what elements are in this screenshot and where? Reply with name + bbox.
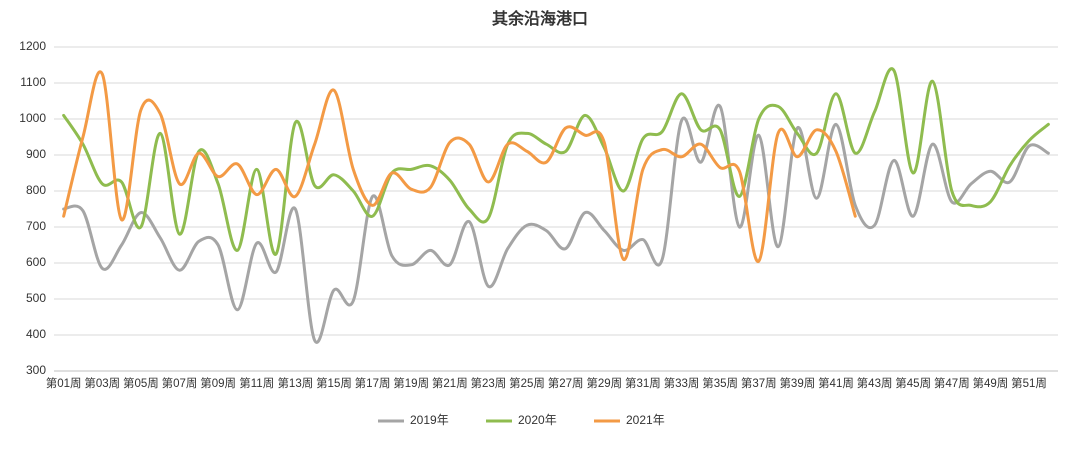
- x-tick-label: 第25周: [509, 376, 545, 390]
- chart-title: 其余沿海港口: [492, 9, 588, 28]
- x-tick-label: 第05周: [123, 376, 159, 390]
- y-tick-label: 400: [26, 327, 46, 341]
- series-line: [62, 67, 1050, 256]
- y-tick-label: 700: [26, 219, 46, 233]
- legend-label: 2021年: [626, 413, 665, 427]
- x-tick-label: 第11周: [239, 376, 274, 390]
- y-tick-label: 500: [26, 291, 46, 305]
- x-tick-label: 第27周: [548, 376, 584, 390]
- x-tick-label: 第19周: [393, 376, 429, 390]
- x-tick-label: 第03周: [84, 376, 120, 390]
- x-tick-label: 第47周: [934, 376, 970, 390]
- x-tick-label: 第51周: [1011, 376, 1047, 390]
- y-tick-label: 800: [26, 183, 46, 197]
- x-tick-label: 第13周: [277, 376, 313, 390]
- x-tick-label: 第09周: [200, 376, 236, 390]
- legend-label: 2019年: [410, 413, 449, 427]
- legend-label: 2020年: [518, 413, 557, 427]
- x-tick-label: 第43周: [857, 376, 893, 390]
- x-tick-label: 第07周: [162, 376, 198, 390]
- y-tick-label: 1100: [20, 75, 46, 89]
- x-tick-label: 第41周: [818, 376, 854, 390]
- x-tick-label: 第35周: [702, 376, 738, 390]
- y-tick-label: 1000: [19, 111, 46, 125]
- x-tick-label: 第21周: [432, 376, 468, 390]
- x-tick-label: 第37周: [741, 376, 777, 390]
- series-line: [62, 70, 857, 263]
- y-tick-label: 600: [26, 255, 46, 269]
- x-tick-label: 第29周: [586, 376, 622, 390]
- x-tick-label: 第23周: [471, 376, 507, 390]
- y-tick-label: 300: [26, 363, 46, 377]
- series-line: [62, 103, 1050, 344]
- x-tick-label: 第49周: [973, 376, 1009, 390]
- x-tick-label: 第39周: [779, 376, 815, 390]
- y-tick-label: 1200: [19, 39, 46, 53]
- y-tick-label: 900: [26, 147, 46, 161]
- x-tick-label: 第15周: [316, 376, 352, 390]
- x-tick-label: 第17周: [355, 376, 391, 390]
- x-tick-label: 第45周: [895, 376, 931, 390]
- x-tick-label: 第01周: [46, 376, 82, 390]
- x-tick-label: 第31周: [625, 376, 661, 390]
- x-tick-label: 第33周: [664, 376, 700, 390]
